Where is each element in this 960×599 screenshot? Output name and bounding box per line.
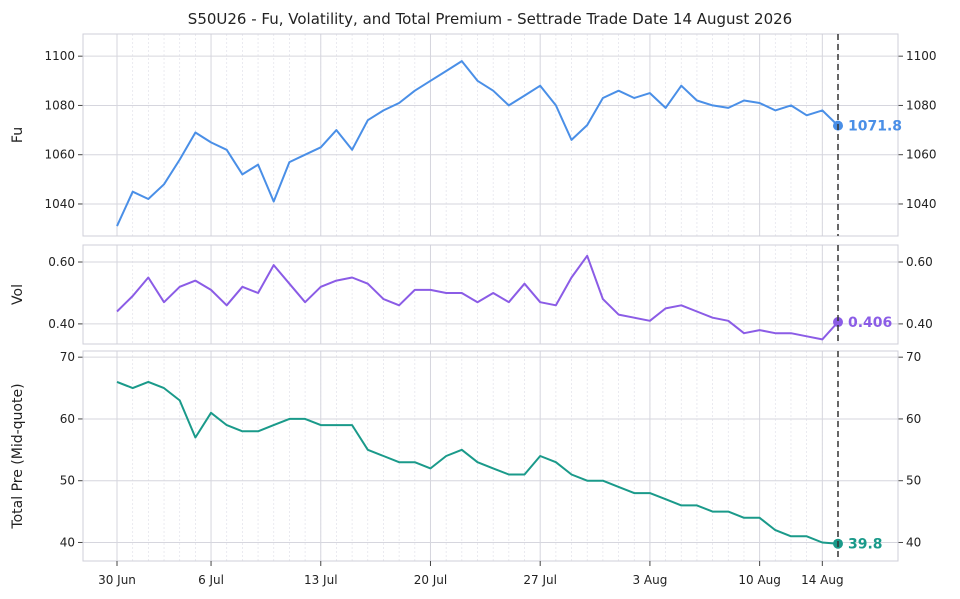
y-axis-label: Vol bbox=[10, 284, 26, 305]
y-tick-label-right: 1060 bbox=[906, 148, 937, 162]
x-axis: 30 Jun 6 Jul 13 Jul 20 Jul 27 Jul 3 Aug 10 Aug… bbox=[98, 561, 844, 587]
y-axis-label: Fu bbox=[10, 127, 26, 143]
y-tick-label: 1040 bbox=[44, 197, 75, 211]
end-value-label: 39.8 bbox=[848, 537, 883, 553]
y-tick-label: 1080 bbox=[44, 98, 75, 112]
y-tick-label-right: 70 bbox=[906, 350, 921, 364]
y-tick-label-right: 50 bbox=[906, 474, 921, 488]
x-tick-label: 30 Jun bbox=[98, 573, 136, 587]
y-tick-label: 0.40 bbox=[48, 317, 75, 331]
end-value-label: 0.406 bbox=[848, 315, 892, 331]
series-line-vol bbox=[116, 254, 839, 341]
y-tick-label: 70 bbox=[60, 350, 75, 364]
y-tick-label: 40 bbox=[60, 535, 75, 549]
y-tick-label-right: 60 bbox=[906, 412, 921, 426]
y-tick-label-right: 1100 bbox=[906, 49, 937, 63]
y-axis-label: Total Pre (Mid-quote) bbox=[10, 383, 26, 529]
chart-panels: 1040 1040 1060 1060 1080 1080 1100 1100 Fu 1071.8… bbox=[10, 33, 937, 562]
panel-frame bbox=[82, 33, 899, 237]
y-tick-label-right: 40 bbox=[906, 535, 921, 549]
panel-fu: 1040 1040 1060 1060 1080 1080 1100 1100 Fu 1071.8 bbox=[10, 33, 937, 237]
end-value-label: 1071.8 bbox=[848, 119, 902, 135]
panel-frame bbox=[82, 244, 899, 345]
series-line-premium bbox=[116, 380, 839, 545]
x-tick-label: 20 Jul bbox=[414, 573, 448, 587]
x-tick-label: 10 Aug bbox=[738, 573, 781, 587]
y-tick-label-right: 0.60 bbox=[906, 255, 933, 269]
x-tick-label: 14 Aug bbox=[801, 573, 844, 587]
y-tick-label: 1060 bbox=[44, 148, 75, 162]
y-tick-label: 0.60 bbox=[48, 255, 75, 269]
chart-title: S50U26 - Fu, Volatility, and Total Premi… bbox=[188, 10, 792, 28]
x-tick-label: 6 Jul bbox=[198, 573, 224, 587]
x-tick-label: 3 Aug bbox=[632, 573, 667, 587]
panel-frame bbox=[82, 350, 899, 562]
y-tick-label-right: 1080 bbox=[906, 98, 937, 112]
panel-premium: 40 40 50 50 60 60 70 70 Total Pre (Mid-quote) 39.… bbox=[10, 350, 921, 562]
x-tick-label: 13 Jul bbox=[304, 573, 338, 587]
y-tick-label: 60 bbox=[60, 412, 75, 426]
end-point-vol bbox=[833, 317, 843, 328]
y-tick-label-right: 0.40 bbox=[906, 317, 933, 331]
series-line-fu bbox=[116, 60, 839, 227]
y-tick-label-right: 1040 bbox=[906, 197, 937, 211]
x-tick-label: 27 Jul bbox=[523, 573, 557, 587]
y-tick-label: 1100 bbox=[44, 49, 75, 63]
panel-vol: 0.40 0.40 0.60 0.60 Vol 0.406 bbox=[10, 244, 933, 345]
y-tick-label: 50 bbox=[60, 474, 75, 488]
